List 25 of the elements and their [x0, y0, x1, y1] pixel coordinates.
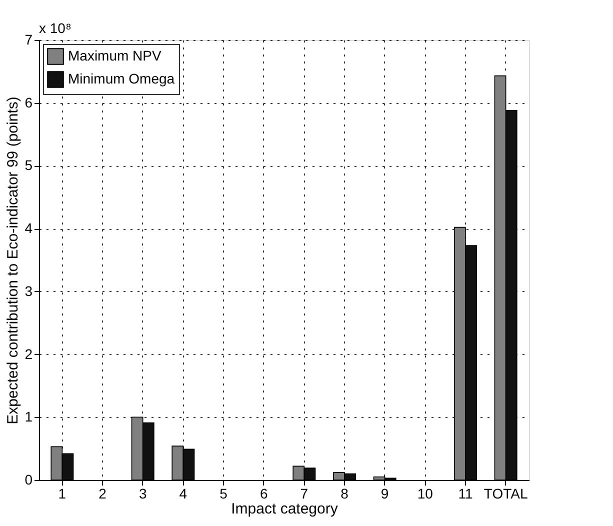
y-tick-label: 6 — [24, 94, 33, 110]
y-tick-label: 2 — [24, 346, 33, 362]
y-tick-label: 7 — [24, 32, 33, 48]
x-tick-label: TOTAL — [484, 486, 528, 502]
x-tick-label: 5 — [220, 486, 228, 502]
x-tick-label: 8 — [340, 486, 349, 502]
x-tick-label: 3 — [138, 486, 147, 502]
x-axis-title: Impact category — [231, 500, 338, 518]
y-tick-label: 4 — [24, 220, 33, 236]
y-tick-label: 1 — [24, 408, 33, 425]
x-tick-label: 11 — [458, 486, 473, 502]
text: x 10⁸ — [39, 20, 72, 36]
x-tick-label: 1 — [58, 486, 66, 502]
x-tick-label: 10 — [417, 486, 434, 502]
x-tick-label: 2 — [98, 486, 107, 502]
y-tick-label: 5 — [24, 157, 33, 174]
legend-label: Maximum NPV — [68, 48, 162, 64]
legend-label: Minimum Omega — [68, 70, 175, 86]
y-tick-label: 3 — [24, 282, 33, 299]
x-tick-label: 6 — [260, 486, 268, 502]
x-tick-label: 4 — [179, 486, 188, 502]
y-tick-label: 0 — [24, 472, 33, 488]
x-tick-label: 7 — [300, 486, 308, 502]
y-axis-title: Expected contribution to Eco-indicator 99 (points) — [4, 96, 22, 424]
x-tick-label: 9 — [380, 486, 389, 502]
